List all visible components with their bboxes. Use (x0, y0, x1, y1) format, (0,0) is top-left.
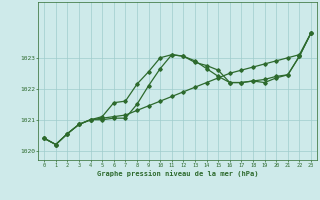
X-axis label: Graphe pression niveau de la mer (hPa): Graphe pression niveau de la mer (hPa) (97, 170, 258, 177)
